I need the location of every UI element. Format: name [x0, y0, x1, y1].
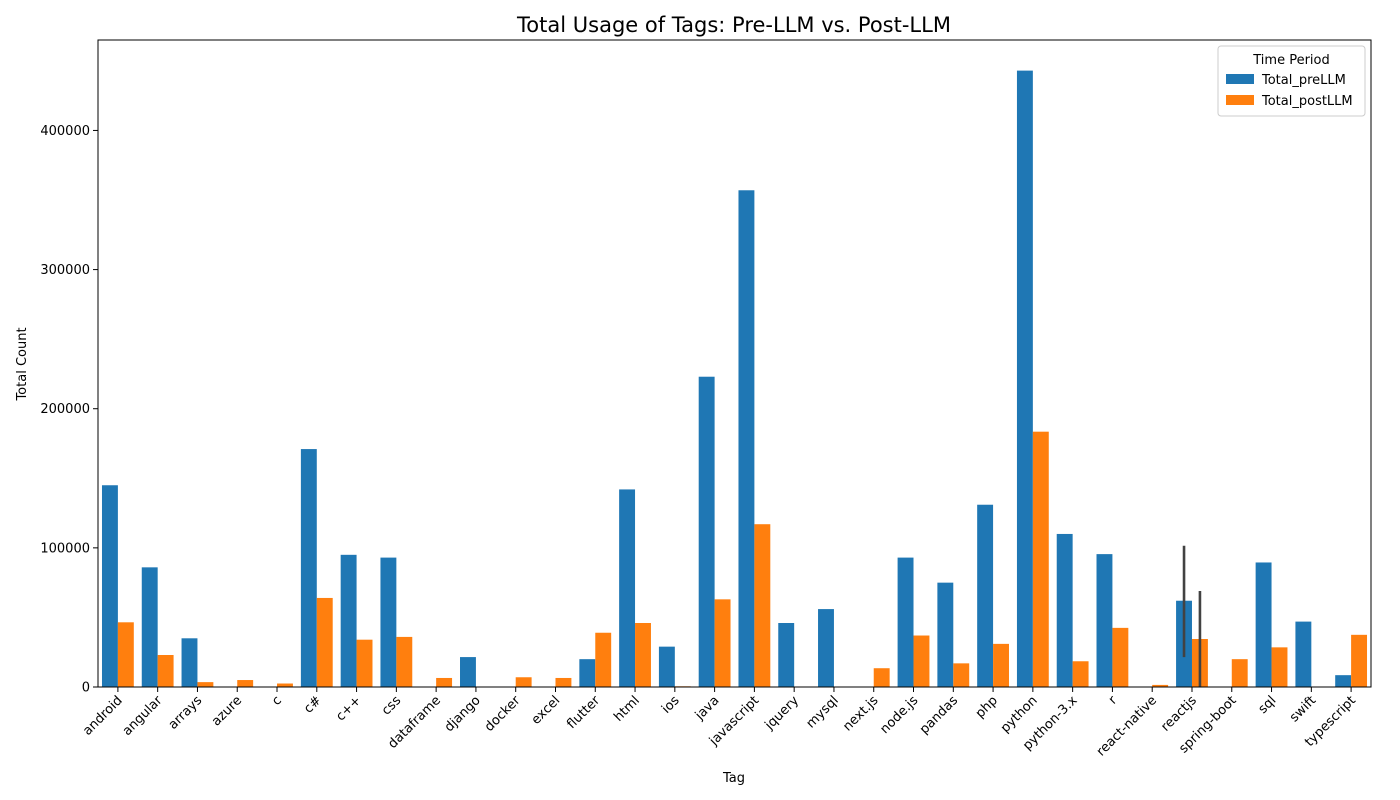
legend: Time Period Total_preLLM Total_postLLM — [1217, 45, 1366, 117]
x-tick-label: arrays — [166, 693, 206, 733]
bar-Total_preLLM-android — [101, 485, 118, 687]
legend-box — [1217, 45, 1366, 117]
bar-Total_postLLM-flutter — [595, 632, 612, 687]
bar-Total_postLLM-angular — [157, 655, 174, 687]
bar-Total_postLLM-dataframe — [436, 677, 453, 687]
bar-Total_postLLM-css — [396, 636, 413, 687]
x-tick-label: r — [1106, 693, 1121, 708]
bar-Total_postLLM-java — [714, 599, 731, 687]
bar-Total_preLLM-flutter — [579, 659, 596, 687]
x-tick-label: swift — [1287, 693, 1319, 725]
x-axis-label: Tag — [722, 771, 745, 786]
chart-title: Total Usage of Tags: Pre-LLM vs. Post-LL… — [516, 13, 951, 37]
x-tick-label: css — [379, 693, 404, 718]
legend-label-postLLM: Total_postLLM — [1261, 94, 1353, 109]
x-tick-label: android — [80, 693, 125, 738]
bar-Total_postLLM-php — [993, 643, 1009, 687]
bar-Total_postLLM-arrays — [197, 682, 214, 687]
x-tick-label: pandas — [917, 693, 961, 737]
bar-Total_preLLM-css — [380, 557, 397, 687]
bar-Total_preLLM-java — [698, 376, 715, 687]
bar-Total_postLLM-c++ — [356, 639, 373, 687]
bar-Total_preLLM-html — [619, 489, 636, 687]
x-tick-label: excel — [529, 693, 564, 728]
x-tick-label: mysql — [804, 693, 842, 731]
bar-Total_preLLM-node.js — [897, 557, 914, 687]
x-tick-label: flutter — [564, 693, 603, 732]
legend-swatch-postLLM — [1226, 95, 1254, 105]
bar-Total_postLLM-html — [635, 623, 651, 687]
x-tick-label: sql — [1256, 693, 1280, 717]
bar-Total_postLLM-node.js — [913, 635, 930, 687]
bar-Total_preLLM-c++ — [340, 554, 357, 687]
bar-Total_preLLM-swift — [1295, 621, 1312, 687]
bar-Total_preLLM-javascript — [738, 190, 755, 687]
x-tick-label: java — [692, 693, 723, 724]
bar-Total_preLLM-arrays — [181, 638, 198, 687]
y-tick-label: 400000 — [40, 124, 90, 139]
bar-Total_preLLM-ios — [658, 646, 675, 687]
bar-Total_postLLM-next.js — [873, 668, 890, 687]
x-tick-label: jquery — [762, 693, 803, 734]
bar-Total_postLLM-azure — [237, 680, 254, 687]
bar-Total_postLLM-sql — [1271, 647, 1288, 687]
x-tick-label: c# — [301, 693, 324, 716]
x-tick-label: azure — [209, 693, 245, 729]
bar-Total_preLLM-pandas — [937, 582, 954, 687]
bar-Total_preLLM-typescript — [1335, 675, 1352, 687]
x-tick-label: ios — [659, 693, 683, 717]
bar-Total_preLLM-c# — [300, 449, 317, 687]
bar-Total_postLLM-excel — [555, 677, 572, 687]
y-tick-label: 0 — [82, 681, 90, 696]
legend-title: Time Period — [1252, 53, 1329, 68]
bar-Total_preLLM-django — [460, 657, 476, 687]
bar-Total_postLLM-python-3.x — [1072, 661, 1089, 687]
x-tick-label: next.js — [840, 693, 881, 734]
bar-Total_postLLM-c# — [316, 597, 333, 687]
bar-Total_postLLM-docker — [515, 677, 532, 687]
bar-Total_postLLM-android — [117, 622, 134, 687]
x-tick-label: c++ — [333, 693, 364, 724]
legend-swatch-preLLM — [1226, 74, 1254, 84]
bar-Total_postLLM-pandas — [953, 663, 970, 687]
bar-Total_preLLM-r — [1096, 554, 1113, 687]
bar-Total_preLLM-python-3.x — [1056, 533, 1073, 687]
bar-Total_preLLM-python — [1016, 70, 1033, 688]
x-tick-label: php — [973, 693, 1001, 721]
x-tick-label: node.js — [878, 693, 922, 737]
x-tick-label: docker — [482, 693, 524, 735]
bar-Total_postLLM-typescript — [1351, 634, 1368, 687]
bar-Total_postLLM-spring-boot — [1231, 659, 1248, 687]
bar-Total_preLLM-mysql — [818, 609, 834, 687]
bar-Total_preLLM-angular — [141, 567, 158, 687]
y-tick-label: 100000 — [40, 541, 90, 556]
x-tick-label: react-native — [1094, 693, 1160, 759]
bar-Total_postLLM-r — [1112, 627, 1129, 687]
x-tick-label: html — [611, 693, 643, 725]
y-tick-label: 300000 — [40, 263, 90, 278]
y-tick-label: 200000 — [40, 402, 90, 417]
bar-Total_preLLM-php — [977, 504, 994, 687]
x-tick-label: django — [442, 693, 484, 735]
bar-Total_postLLM-python — [1032, 431, 1049, 687]
bar-Total_preLLM-sql — [1255, 562, 1272, 687]
bar-Total_preLLM-jquery — [778, 623, 795, 687]
x-tick-label: angular — [120, 693, 166, 739]
bar-Total_postLLM-c — [277, 683, 293, 687]
y-axis-label: Total Count — [15, 327, 30, 401]
bar-Total_postLLM-react-native — [1152, 684, 1169, 687]
bar-Total_postLLM-javascript — [754, 524, 771, 687]
x-tick-label: c — [269, 693, 285, 709]
plot-frame — [97, 39, 1372, 688]
legend-label-preLLM: Total_preLLM — [1261, 73, 1346, 88]
